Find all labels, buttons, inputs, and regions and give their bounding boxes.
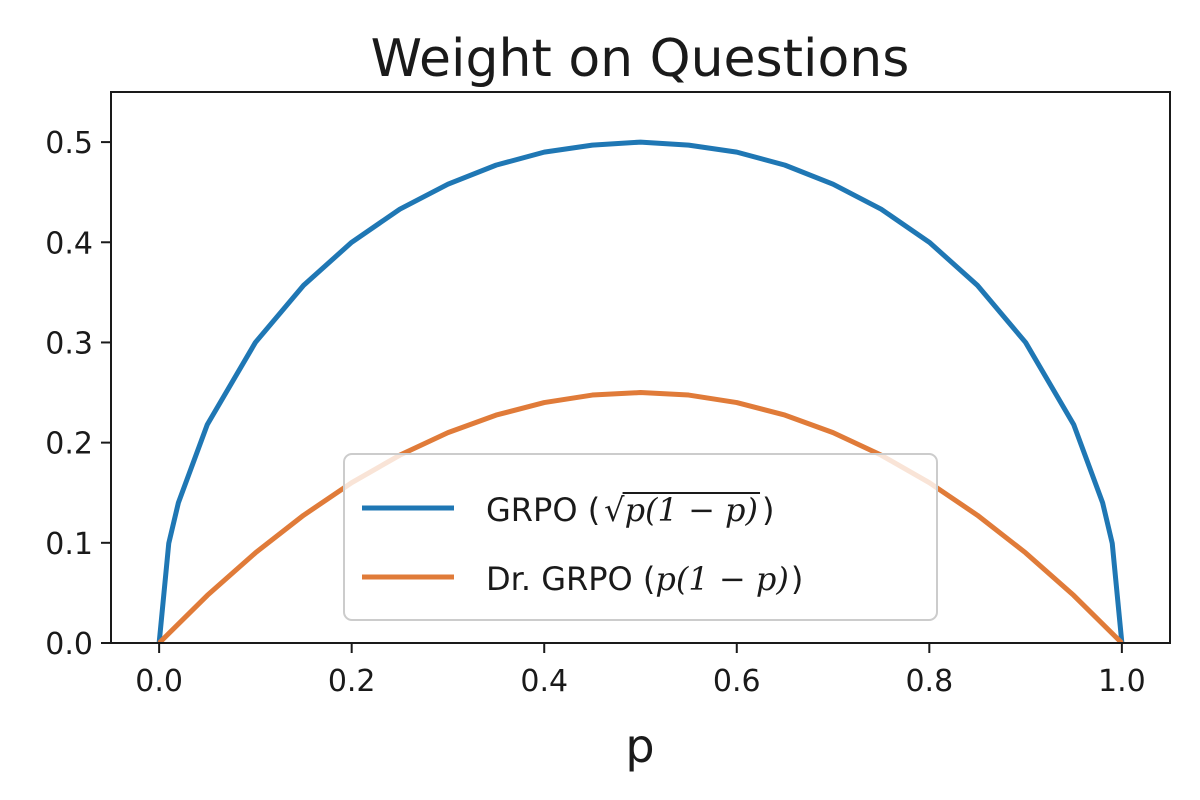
legend: GRPO (√p(1 − p))Dr. GRPO (p(1 − p)) <box>343 453 938 621</box>
legend-label-dr-grpo-prefix: Dr. GRPO ( <box>486 560 655 598</box>
series-lines <box>156 139 1125 643</box>
x-tick-label: 0.0 <box>135 664 183 699</box>
y-tick-label: 0.1 <box>45 527 93 562</box>
y-tick-label: 0.0 <box>45 627 93 662</box>
x-tick-label: 0.8 <box>905 664 953 699</box>
plot-area: 0.0 0.2 0.4 0.6 0.8 1.0 0.0 0.1 0.2 0.3 0.4 0.5 <box>45 91 1171 699</box>
y-tick-label: 0.5 <box>45 126 93 161</box>
legend-label-grpo: GRPO (√p(1 − p)) <box>486 491 775 529</box>
series-line-dr-grpo <box>157 390 1124 643</box>
x-tick-label: 0.6 <box>713 664 761 699</box>
x-axis-label: p <box>625 719 654 773</box>
x-tick-label: 0.2 <box>328 664 376 699</box>
x-tick-label: 0.4 <box>520 664 568 699</box>
series-line-grpo <box>156 139 1125 643</box>
legend-box <box>343 453 938 621</box>
y-tick-label: 0.3 <box>45 326 93 361</box>
legend-label-grpo-radicand: p(1 − p) <box>625 491 758 529</box>
legend-label-dr-grpo: Dr. GRPO (p(1 − p)) <box>486 560 803 598</box>
chart-title: Weight on Questions <box>371 29 910 89</box>
legend-label-dr-grpo-math: p(1 − p) <box>655 560 788 598</box>
legend-label-grpo-suffix: ) <box>762 491 774 529</box>
sqrt-symbol: √ <box>604 491 625 529</box>
axes-frame <box>110 91 1171 644</box>
legend-label-dr-grpo-suffix: ) <box>791 560 803 598</box>
x-tick-label: 1.0 <box>1098 664 1146 699</box>
legend-label-grpo-prefix: GRPO ( <box>486 491 600 529</box>
y-tick-label: 0.4 <box>45 226 93 261</box>
y-tick-label: 0.2 <box>45 427 93 462</box>
